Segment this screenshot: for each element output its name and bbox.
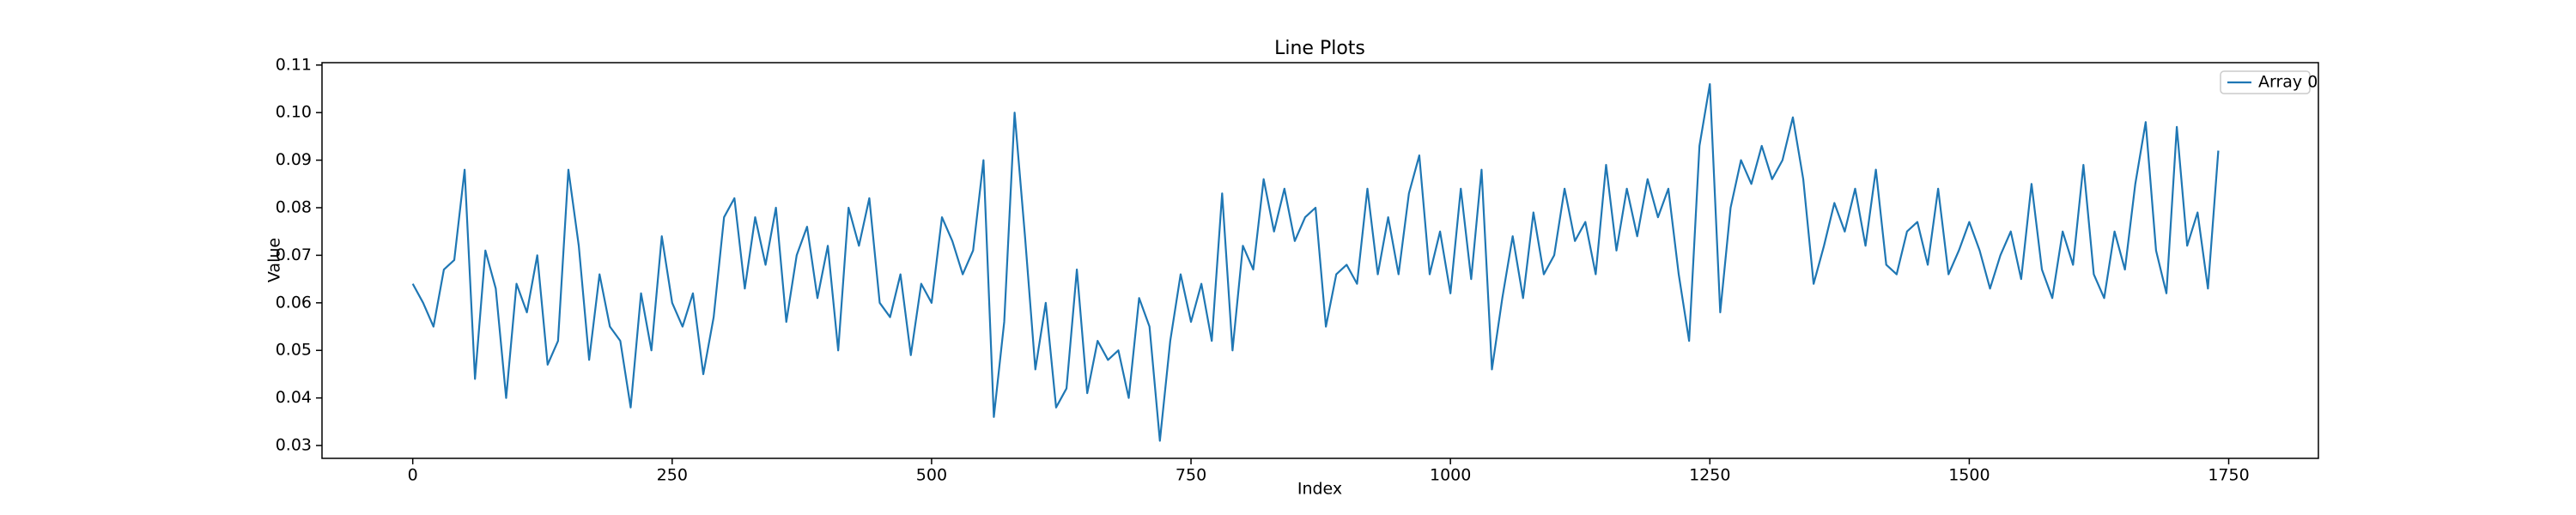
x-tick-label: 1250 (1689, 466, 1730, 485)
x-tick-label: 1000 (1430, 466, 1471, 485)
legend-label: Array 0 (2258, 73, 2318, 92)
data-line (411, 82, 2220, 442)
y-tick-label: 0.11 (276, 55, 312, 74)
x-tick-label: 250 (657, 466, 688, 485)
y-tick-label: 0.03 (276, 436, 312, 455)
chart-title: Line Plots (1274, 38, 1365, 59)
y-axis-label: Value (265, 238, 284, 282)
x-tick-label: 500 (916, 466, 947, 485)
x-tick-label: 1750 (2208, 466, 2249, 485)
y-tick-label: 0.05 (276, 341, 312, 360)
y-tick-label: 0.10 (276, 103, 312, 122)
y-tick-label: 0.06 (276, 293, 312, 312)
x-tick-label: 1500 (1948, 466, 1990, 485)
x-axis-label: Index (1297, 480, 1342, 499)
legend-box (2220, 70, 2311, 94)
x-tick-label: 750 (1176, 466, 1206, 485)
y-tick-label: 0.07 (276, 245, 312, 264)
y-tick-label: 0.09 (276, 150, 312, 169)
y-tick-label: 0.08 (276, 197, 312, 216)
x-tick-label: 0 (408, 466, 418, 485)
y-tick-label: 0.04 (276, 388, 312, 407)
plot-frame (321, 62, 2319, 459)
